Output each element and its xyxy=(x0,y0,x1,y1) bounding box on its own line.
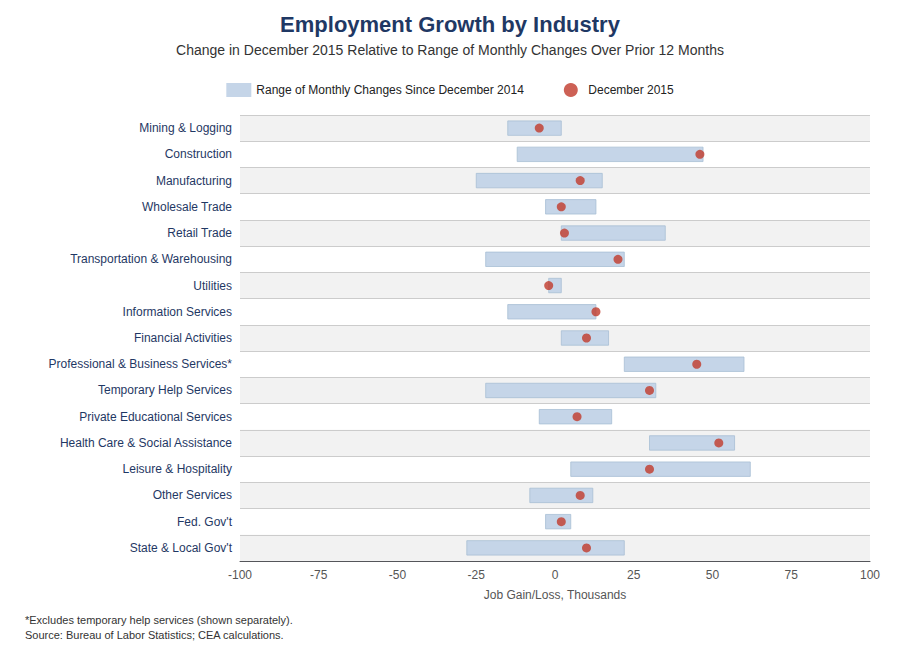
svg-text:-100: -100 xyxy=(228,568,252,582)
svg-text:Manufacturing: Manufacturing xyxy=(156,174,232,188)
svg-text:Construction: Construction xyxy=(165,147,232,161)
svg-text:Financial Activities: Financial Activities xyxy=(134,331,232,345)
svg-text:0: 0 xyxy=(552,568,559,582)
svg-text:Wholesale Trade: Wholesale Trade xyxy=(142,200,232,214)
svg-text:Utilities: Utilities xyxy=(193,279,232,293)
svg-text:Information Services: Information Services xyxy=(123,305,232,319)
svg-text:Fed. Gov't: Fed. Gov't xyxy=(177,515,233,529)
svg-text:Temporary Help Services: Temporary Help Services xyxy=(98,383,232,397)
svg-text:Health Care & Social Assistanc: Health Care & Social Assistance xyxy=(60,436,232,450)
svg-text:75: 75 xyxy=(785,568,799,582)
svg-text:Employment Growth by Industry: Employment Growth by Industry xyxy=(280,12,621,37)
svg-text:50: 50 xyxy=(706,568,720,582)
svg-text:State & Local Gov't: State & Local Gov't xyxy=(130,541,233,555)
svg-text:Transportation & Warehousing: Transportation & Warehousing xyxy=(70,252,232,266)
svg-text:100: 100 xyxy=(860,568,880,582)
svg-text:Range of Monthly Changes Since: Range of Monthly Changes Since December … xyxy=(256,83,524,97)
svg-text:Professional & Business Servic: Professional & Business Services* xyxy=(49,357,233,371)
svg-text:-75: -75 xyxy=(310,568,328,582)
svg-text:Private Educational Services: Private Educational Services xyxy=(79,410,232,424)
svg-text:*Excludes temporary help servi: *Excludes temporary help services (shown… xyxy=(25,614,293,626)
svg-text:December 2015: December 2015 xyxy=(588,83,674,97)
svg-text:Leisure & Hospitality: Leisure & Hospitality xyxy=(123,462,232,476)
svg-text:Mining & Logging: Mining & Logging xyxy=(139,121,232,135)
svg-text:25: 25 xyxy=(627,568,641,582)
svg-text:Change in December 2015 Relati: Change in December 2015 Relative to Rang… xyxy=(176,42,724,58)
svg-text:Source: Bureau of Labor Statis: Source: Bureau of Labor Statistics; CEA … xyxy=(25,629,284,641)
svg-text:-50: -50 xyxy=(389,568,407,582)
svg-text:Retail Trade: Retail Trade xyxy=(167,226,232,240)
svg-text:Job Gain/Loss, Thousands: Job Gain/Loss, Thousands xyxy=(484,588,627,602)
svg-text:-25: -25 xyxy=(468,568,486,582)
svg-text:Other Services: Other Services xyxy=(153,488,232,502)
